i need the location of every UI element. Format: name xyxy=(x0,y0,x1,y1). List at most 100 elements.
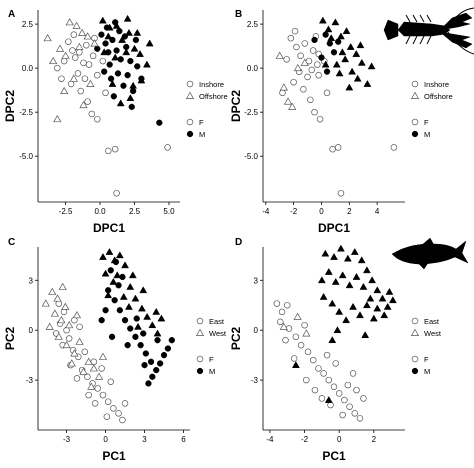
data-point xyxy=(344,381,352,389)
y-tick-label: 0 xyxy=(29,326,34,335)
data-point xyxy=(101,269,110,277)
data-point xyxy=(104,291,113,299)
panel-label-a: A xyxy=(8,9,15,20)
data-point xyxy=(338,271,347,279)
data-point xyxy=(108,79,117,87)
data-point xyxy=(157,314,166,322)
data-point xyxy=(362,301,371,309)
data-point xyxy=(77,87,84,95)
fish-silhouette xyxy=(391,237,469,270)
data-point xyxy=(81,348,89,356)
data-point xyxy=(98,16,107,24)
data-point xyxy=(65,18,74,26)
data-point xyxy=(49,56,58,65)
data-point xyxy=(328,299,337,307)
data-point xyxy=(140,330,147,337)
data-point xyxy=(325,376,333,384)
data-point xyxy=(107,75,115,82)
data-point xyxy=(115,410,122,417)
data-point xyxy=(113,271,122,279)
y-axis-title: DPC2 xyxy=(3,90,17,122)
data-point xyxy=(333,326,342,334)
data-point xyxy=(291,361,300,368)
lobster-leg xyxy=(412,35,418,45)
data-point xyxy=(357,256,366,264)
data-point xyxy=(320,370,327,377)
data-point xyxy=(145,39,154,47)
x-tick-label: 2 xyxy=(347,207,352,216)
data-point xyxy=(302,329,311,337)
data-point xyxy=(141,361,148,369)
legend-label: West xyxy=(209,329,227,338)
data-point xyxy=(102,307,109,314)
legend-label: East xyxy=(424,317,440,326)
legend-marker xyxy=(195,328,205,336)
legend-marker xyxy=(196,367,204,375)
data-point xyxy=(326,40,333,47)
data-point xyxy=(337,32,345,40)
data-point xyxy=(72,311,82,319)
data-point xyxy=(350,247,359,255)
legend-marker xyxy=(196,355,204,363)
data-point xyxy=(108,333,116,340)
data-point xyxy=(137,76,146,84)
data-point xyxy=(156,119,163,126)
data-point xyxy=(61,51,70,59)
data-point xyxy=(315,365,322,372)
data-point xyxy=(348,67,357,75)
data-point xyxy=(60,57,68,65)
data-point xyxy=(115,282,122,289)
data-point xyxy=(282,336,289,344)
data-point xyxy=(121,261,129,269)
data-point xyxy=(368,276,377,284)
lobster-tail xyxy=(383,19,399,41)
data-point xyxy=(357,58,366,66)
legend-label: Offshore xyxy=(424,92,453,101)
legend-marker xyxy=(411,317,419,325)
legend-marker xyxy=(411,118,419,126)
data-point xyxy=(94,45,101,52)
x-tick-label: 0 xyxy=(319,207,324,216)
data-point xyxy=(110,405,117,412)
data-point xyxy=(60,86,69,95)
data-point xyxy=(121,317,129,324)
data-point xyxy=(316,115,324,123)
data-point xyxy=(61,302,70,310)
data-point xyxy=(164,144,171,151)
data-point xyxy=(111,297,118,304)
data-point xyxy=(283,97,293,105)
data-point xyxy=(324,396,333,403)
data-point xyxy=(133,315,140,322)
data-point xyxy=(335,307,344,315)
y-tick-label: -5.0 xyxy=(244,152,258,161)
data-point xyxy=(98,317,105,324)
data-point xyxy=(293,43,300,51)
data-point xyxy=(338,48,347,56)
data-point xyxy=(126,282,135,290)
x-tick-label: 0.0 xyxy=(94,207,106,216)
data-point xyxy=(317,276,326,284)
data-point xyxy=(373,286,382,294)
data-point xyxy=(359,282,368,290)
data-point xyxy=(75,337,84,345)
data-point xyxy=(278,308,286,316)
data-point xyxy=(119,416,126,424)
data-point xyxy=(89,364,98,372)
y-tick-label: 3 xyxy=(29,276,34,285)
data-point xyxy=(153,329,162,337)
legend-marker xyxy=(410,328,420,336)
data-point xyxy=(341,55,350,63)
data-point xyxy=(43,33,52,42)
data-point xyxy=(331,18,340,26)
data-point xyxy=(127,57,134,65)
fish-fin xyxy=(421,237,435,246)
data-point xyxy=(67,80,75,88)
data-point xyxy=(346,42,355,50)
data-point xyxy=(303,376,310,384)
data-point xyxy=(132,333,139,340)
data-point xyxy=(293,63,302,72)
legend-label: Inshore xyxy=(424,80,449,89)
data-point xyxy=(65,38,72,45)
legend-label: M xyxy=(199,130,205,139)
data-point xyxy=(168,337,175,344)
